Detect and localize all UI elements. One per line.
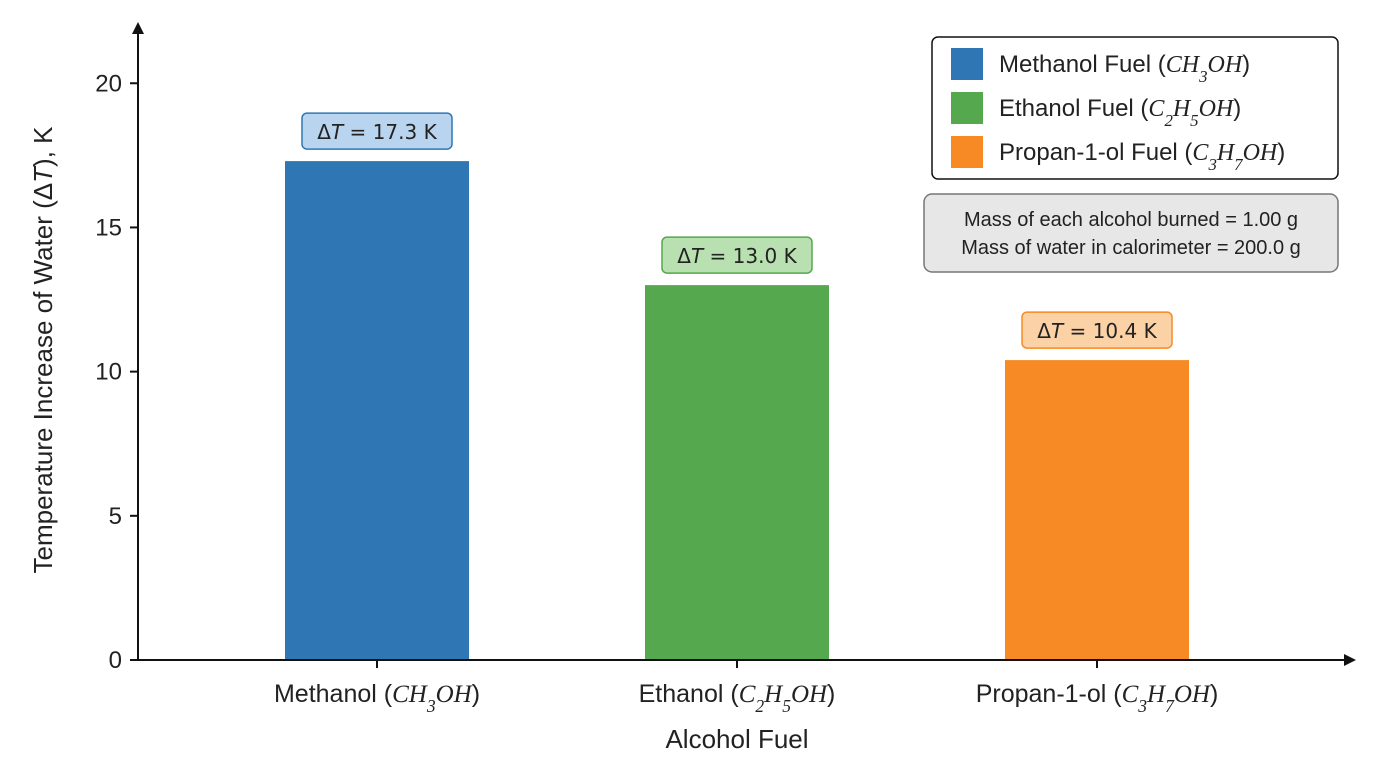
x-axis-title: Alcohol Fuel (665, 724, 808, 754)
y-tick-label: 0 (109, 647, 122, 674)
formula-part: OH (1243, 140, 1279, 166)
y-tick-label: 15 (95, 214, 122, 241)
formula-part: 5 (782, 696, 791, 716)
formula-part: C (739, 681, 756, 708)
formula-part: 3 (426, 696, 436, 716)
formula-part: OH (436, 681, 474, 708)
formula-part: CH (392, 681, 429, 708)
formula-part: 5 (1190, 111, 1198, 130)
x-tick-label: Ethanol (C2H5OH) (639, 680, 836, 716)
formula-part: 7 (1165, 696, 1175, 716)
formula-part: H (763, 681, 784, 708)
formula-part: OH (1199, 96, 1235, 122)
x-tick-label: Methanol (CH3OH) (274, 680, 480, 716)
note-line: Mass of each alcohol burned = 1.00 g (964, 209, 1298, 231)
formula-part: 2 (755, 696, 764, 716)
y-tick-label: 5 (109, 503, 122, 530)
formula-part: OH (1207, 52, 1243, 78)
data-label: ΔT = 13.0 K (677, 244, 797, 268)
x-tick-label: Propan-1-ol (C3H7OH) (976, 680, 1219, 716)
data-label-box (661, 236, 813, 274)
data-label-box (301, 112, 453, 150)
formula-part: 3 (1137, 696, 1147, 716)
formula-part: H (1216, 140, 1236, 166)
formula-part: 7 (1234, 155, 1243, 174)
note-line: Mass of water in calorimeter = 200.0 g (961, 237, 1301, 259)
legend-frame (931, 36, 1339, 180)
formula-part: OH (1174, 681, 1212, 708)
bar-ethanol (645, 285, 829, 660)
legend-label: Methanol Fuel (CH3OH) (999, 51, 1250, 86)
formula-part: OH (791, 681, 829, 708)
data-label: ΔT = 17.3 K (317, 120, 437, 144)
formula-part: 3 (1207, 155, 1216, 174)
formula-part: H (1172, 96, 1192, 122)
data-label-box (1021, 311, 1173, 349)
formula-part: C (1122, 681, 1139, 708)
y-tick-label: 10 (95, 359, 122, 386)
bar-methanol (285, 161, 469, 660)
bar-propan-1-ol (1005, 360, 1189, 660)
y-tick-label: 20 (95, 70, 122, 97)
formula-part: 3 (1198, 67, 1207, 86)
formula-part: CH (1166, 52, 1201, 78)
legend-swatch (951, 48, 983, 80)
data-label: ΔT = 10.4 K (1037, 319, 1157, 343)
note-box (923, 193, 1339, 273)
formula-part: C (1148, 96, 1165, 122)
legend-label: Ethanol Fuel (C2H5OH) (999, 95, 1241, 130)
formula-part: C (1192, 140, 1209, 166)
legend-swatch (951, 136, 983, 168)
formula-part: H (1146, 681, 1167, 708)
legend-label: Propan-1-ol Fuel (C3H7OH) (999, 139, 1285, 174)
formula-part: 2 (1164, 111, 1173, 130)
legend-swatch (951, 92, 983, 124)
y-axis-title: Temperature Increase of Water (ΔT), K (28, 126, 58, 574)
